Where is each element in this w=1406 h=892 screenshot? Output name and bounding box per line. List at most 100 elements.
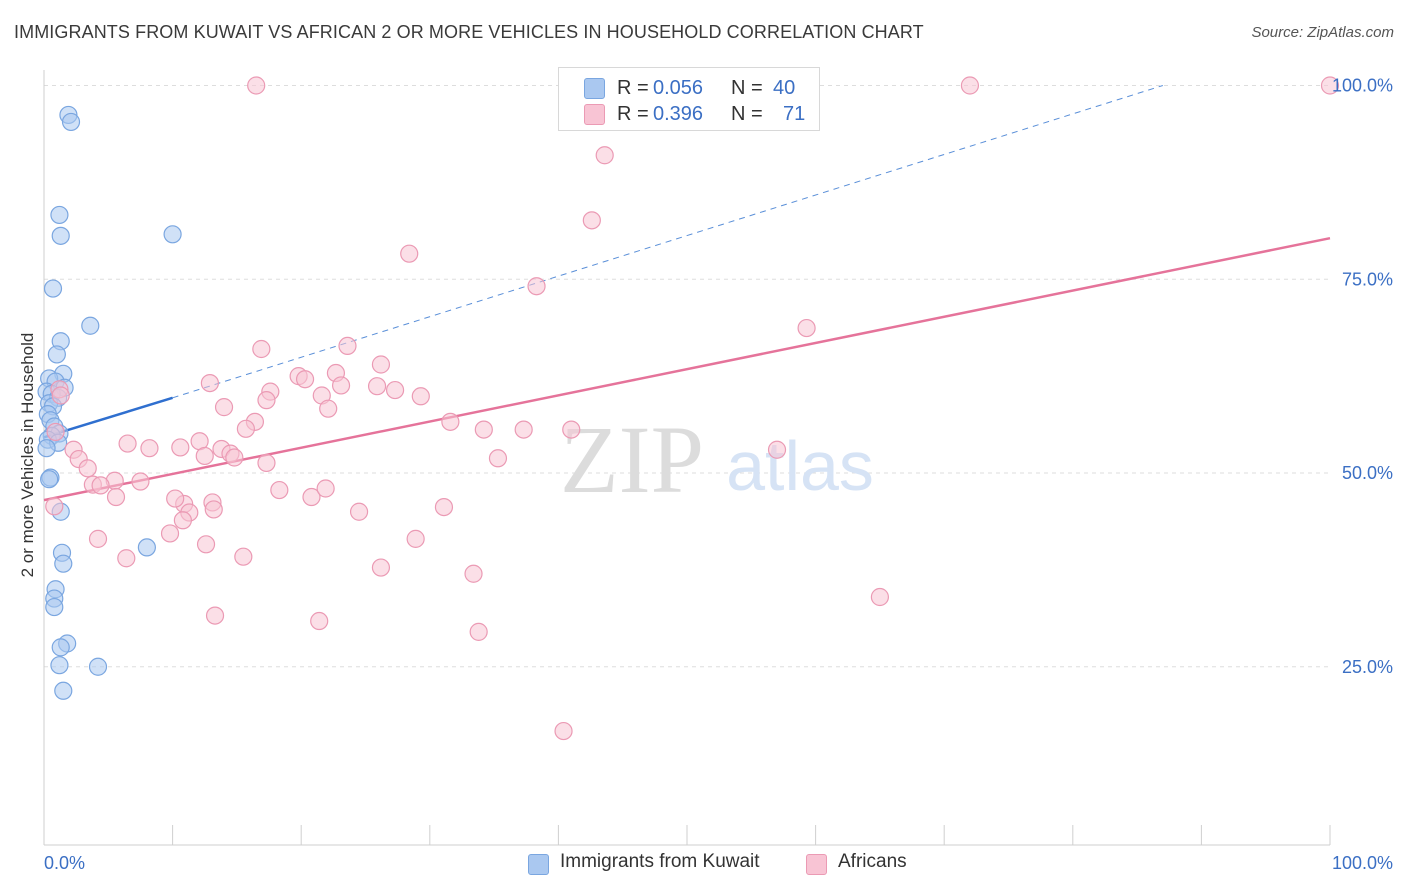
kuwait-point	[43, 279, 63, 298]
africans-point	[595, 146, 614, 165]
kuwait-point	[61, 112, 81, 132]
africans-point	[411, 387, 430, 406]
africans-point	[316, 479, 335, 498]
africans-point	[870, 587, 890, 607]
africans-point	[78, 459, 97, 478]
africans-point	[225, 448, 244, 467]
r-value: 0.056	[653, 77, 704, 99]
africans-point	[166, 489, 185, 508]
africans-point	[295, 370, 315, 389]
africans-point	[469, 622, 488, 641]
kuwait-point	[45, 597, 64, 617]
y-tick-label: 25.0%	[1342, 657, 1393, 677]
africans-point	[960, 76, 980, 95]
source-credit: Source: ZipAtlas.com	[1251, 24, 1394, 41]
africans-point	[1320, 76, 1340, 95]
chart-title: IMMIGRANTS FROM KUWAIT VS AFRICAN 2 OR M…	[14, 22, 924, 42]
kuwait-swatch	[584, 78, 605, 99]
africans-point	[367, 377, 387, 396]
africans-point	[236, 419, 256, 438]
y-tick-label: 75.0%	[1342, 269, 1393, 289]
r-label: R =	[617, 103, 649, 125]
africans-point	[205, 606, 225, 625]
africans-point	[371, 558, 391, 577]
africans-point	[797, 318, 816, 338]
kuwait-point	[51, 638, 70, 657]
africans-point	[214, 398, 234, 417]
africans-point	[371, 355, 391, 374]
kuwait-point	[37, 439, 56, 458]
africans-point	[488, 449, 508, 468]
africans-point	[270, 480, 289, 500]
kuwait-point	[50, 656, 69, 675]
africans-point	[200, 374, 219, 393]
africans-point	[234, 547, 253, 566]
africans-point	[767, 440, 787, 459]
kuwait-point	[163, 225, 182, 244]
kuwait-point	[54, 554, 73, 573]
watermark-atlas: atlas	[726, 427, 874, 505]
kuwait-legend-label: Immigrants from Kuwait	[560, 851, 760, 872]
africans-point	[331, 376, 351, 395]
gridlines	[44, 85, 1330, 668]
n-value: 40	[773, 77, 796, 99]
kuwait-point	[137, 538, 156, 557]
n-value: 71	[783, 103, 806, 125]
y-tick-label: 100.0%	[1332, 76, 1393, 96]
africans-point	[91, 476, 110, 495]
kuwait-point	[40, 470, 59, 489]
africans-point	[310, 611, 329, 631]
africans-point	[514, 420, 533, 439]
africans-point	[88, 529, 108, 548]
kuwait-point	[50, 205, 69, 225]
africans-point	[118, 434, 137, 453]
africans-point	[160, 524, 180, 543]
watermark: ZIP atlas	[560, 406, 874, 513]
watermark-zip: ZIP	[560, 406, 704, 513]
kuwait-trend-extension	[172, 85, 1163, 399]
africans-point	[338, 336, 357, 355]
africans-point	[196, 535, 216, 554]
africans-point	[349, 502, 369, 521]
africans-point	[257, 453, 276, 473]
africans-point	[406, 529, 425, 548]
africans-point	[434, 498, 454, 517]
n-label: N =	[731, 103, 763, 125]
stats-legend: R = 0.056 N = 40 R = 0.396 N = 71	[558, 67, 820, 131]
r-label: R =	[617, 77, 649, 99]
africans-point	[400, 244, 419, 263]
africans-point	[51, 386, 70, 405]
africans-point	[204, 500, 223, 519]
africans-point	[474, 420, 493, 439]
africans-legend-swatch	[806, 854, 827, 875]
r-value: 0.396	[653, 103, 704, 125]
tick-labels: 25.0% 50.0% 75.0% 100.0% 0.0% 100.0%	[44, 76, 1393, 874]
y-tick-label: 50.0%	[1342, 463, 1393, 483]
x-tick-label: 100.0%	[1332, 853, 1393, 873]
kuwait-point	[51, 226, 70, 245]
africans-point	[582, 211, 601, 230]
kuwait-point	[54, 681, 73, 700]
africans-point	[319, 399, 338, 418]
n-label: N =	[731, 77, 763, 99]
africans-point	[117, 549, 136, 568]
africans-point	[252, 339, 271, 359]
data-points	[37, 76, 1340, 741]
africans-point	[171, 438, 190, 457]
kuwait-point	[47, 345, 66, 364]
africans-point	[140, 439, 159, 458]
africans-legend-label: Africans	[838, 851, 907, 872]
africans-point	[173, 511, 192, 530]
africans-point	[527, 277, 546, 296]
axes	[43, 70, 1331, 846]
africans-point	[302, 487, 321, 507]
africans-point	[441, 412, 460, 431]
kuwait-point	[81, 316, 100, 335]
x-tick-label: 0.0%	[44, 853, 85, 873]
africans-point	[464, 564, 483, 583]
africans-point	[257, 391, 276, 410]
africans-point	[554, 721, 573, 741]
kuwait-point	[88, 657, 108, 676]
africans-point	[106, 487, 126, 507]
